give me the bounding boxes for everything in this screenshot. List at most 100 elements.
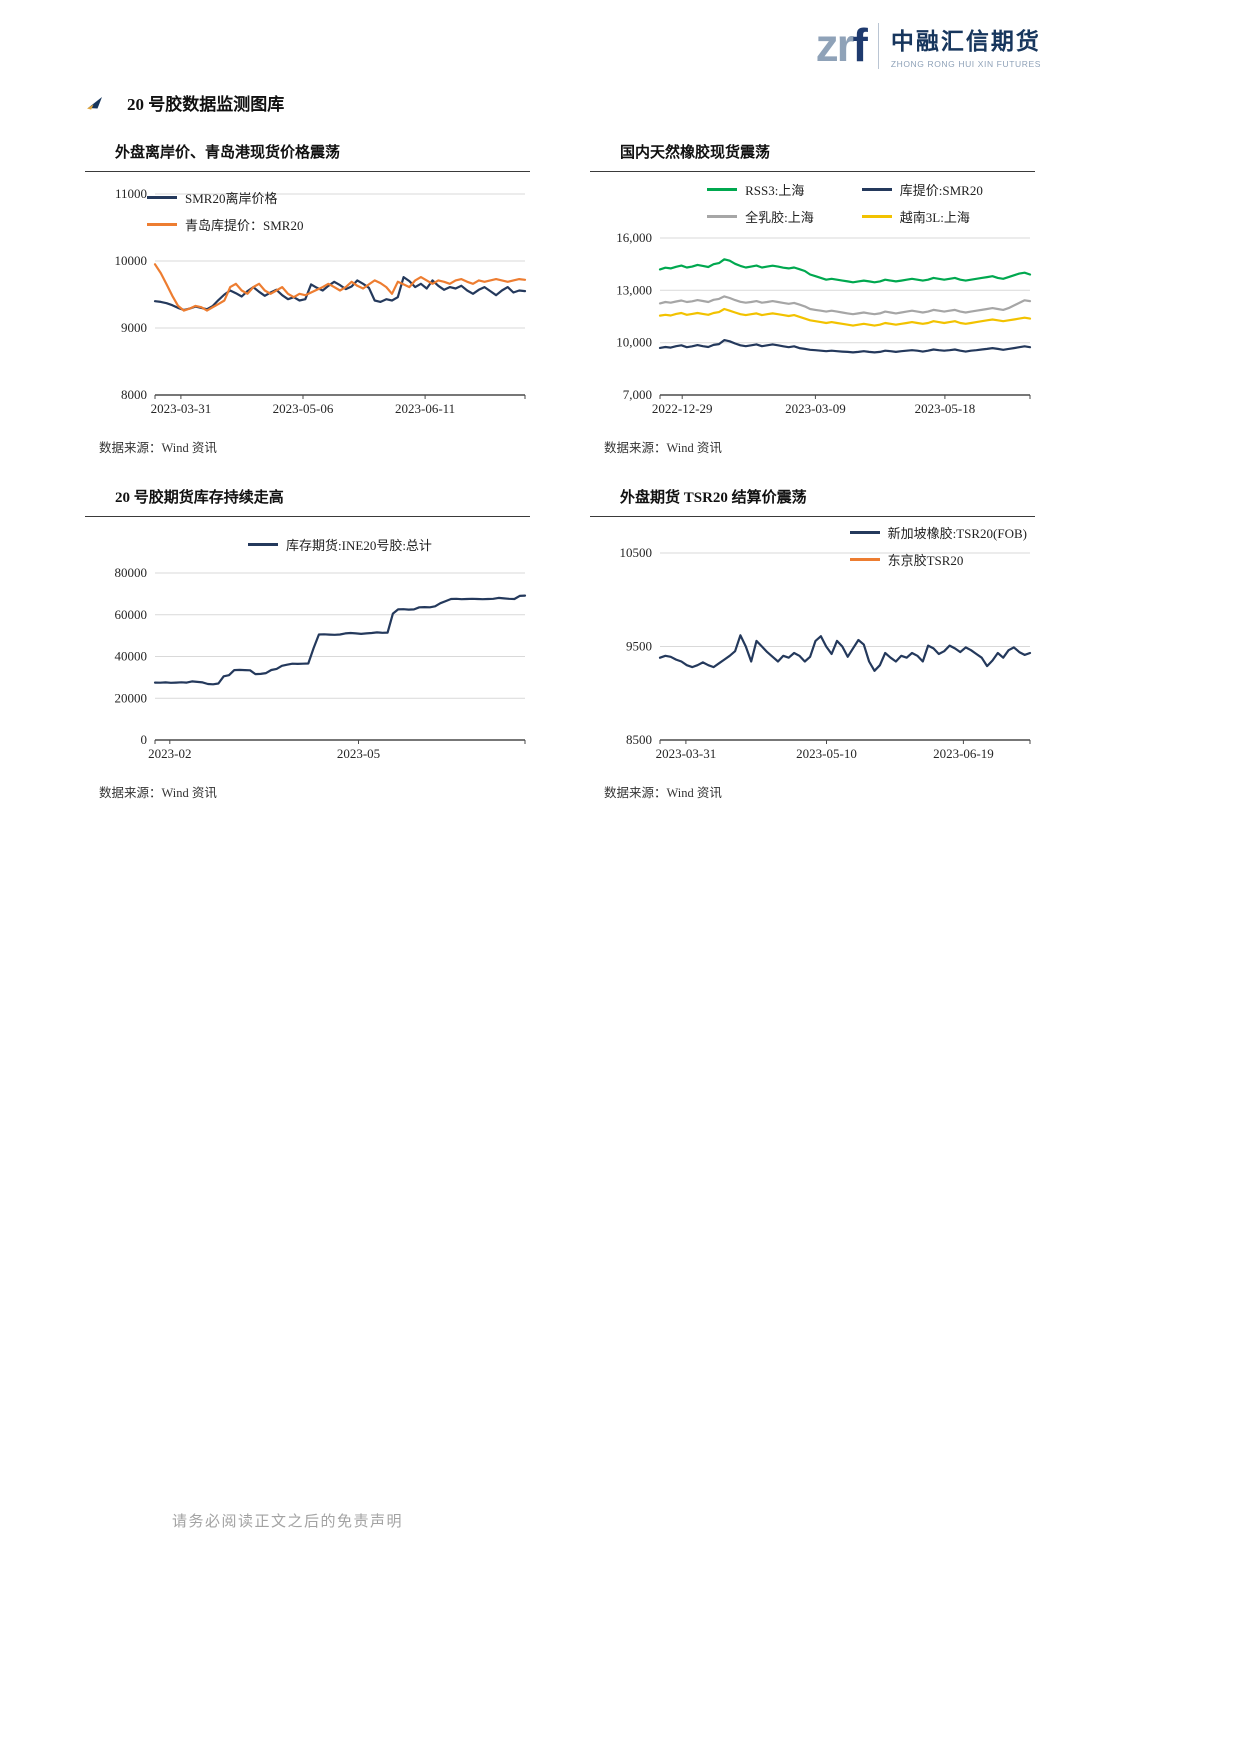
logo-mark-f: f	[852, 18, 867, 71]
legend-swatch	[861, 188, 892, 191]
legend-label: 库存期货:INE20号胶:总计	[286, 538, 432, 553]
chart-canvas: RSS3:上海 库提价:SMR20 全乳胶:上海 越南3L:上海 7,000 10,00…	[590, 178, 1035, 423]
series-line	[153, 263, 527, 312]
x-tick-label: 2023-03-31	[656, 746, 717, 761]
company-logo: zrf 中融汇信期货 ZHONG RONG HUI XIN FUTURES	[816, 22, 1041, 69]
y-tick-label: 10,000	[616, 335, 652, 350]
legend-swatch	[861, 215, 892, 218]
logo-mark-zr: zr	[815, 18, 855, 71]
data-source: 数据来源：Wind 资讯	[604, 786, 722, 800]
legend-swatch	[147, 196, 177, 199]
legend-item: 青岛库提价：SMR20	[147, 215, 303, 234]
series-line	[153, 275, 527, 311]
footer-disclaimer: 请务必阅读正文之后的免责声明	[172, 1514, 404, 1530]
legend-item: SMR20离岸价格	[147, 188, 303, 207]
y-tick-label: 0	[141, 732, 148, 747]
line-chart: 8500 9500 10500 2023-03-31 2023-05-10 2023-06…	[620, 545, 1032, 761]
legend-label: 越南3L:上海	[899, 210, 970, 225]
y-tick-label: 13,000	[616, 282, 652, 297]
y-tick-label: 40000	[115, 649, 148, 664]
x-tick-label: 2023-06-11	[395, 401, 455, 416]
x-tick-label: 2023-05-18	[915, 401, 976, 416]
legend-label: 全乳胶:上海	[745, 210, 814, 225]
series-line	[658, 307, 1032, 327]
x-tick-label: 2023-06-19	[933, 746, 994, 761]
series-line	[658, 295, 1032, 316]
line-chart: 8000 9000 10000 11000 2023-03-31 2023-05-06 20…	[115, 186, 527, 416]
chart-module-futures-inventory: 20 号胶期货库存持续走高 库存期货:INE20号胶:总计 0 20000 4000…	[85, 486, 530, 801]
series-line	[153, 594, 527, 686]
chart-title: 外盘离岸价、青岛港现货价格震荡	[85, 141, 530, 172]
legend-label: RSS3:上海	[745, 183, 805, 198]
x-tick-label: 2023-05-06	[273, 401, 334, 416]
y-tick-label: 7,000	[623, 387, 652, 402]
y-tick-label: 10000	[115, 253, 148, 268]
y-tick-label: 16,000	[616, 230, 652, 245]
chart-legend: 新加坡橡胶:TSR20(FOB) 东京胶TSR20	[849, 523, 1027, 569]
chart-title: 外盘期货 TSR20 结算价震荡	[590, 486, 1035, 517]
chart-module-tsr20-settlement: 外盘期货 TSR20 结算价震荡 新加坡橡胶:TSR20(FOB) 东京胶TSR2…	[590, 486, 1035, 801]
y-tick-label: 8000	[121, 387, 147, 402]
x-tick-label: 2023-05-10	[796, 746, 857, 761]
x-tick-label: 2023-05	[337, 746, 380, 761]
chart-canvas: 库存期货:INE20号胶:总计 0 20000 40000 60000 80000 202…	[85, 523, 530, 768]
legend-item: 越南3L:上海	[861, 207, 983, 226]
legend-label: 新加坡橡胶:TSR20(FOB)	[887, 526, 1027, 541]
y-tick-label: 9000	[121, 320, 147, 335]
series-line	[658, 258, 1032, 284]
y-tick-label: 9500	[626, 639, 652, 654]
logo-divider	[877, 22, 879, 69]
data-source: 数据来源：Wind 资讯	[99, 786, 217, 800]
chart-legend: 库存期货:INE20号胶:总计	[155, 535, 525, 554]
section-marker-icon	[87, 96, 102, 110]
legend-swatch	[707, 188, 738, 191]
legend-label: 青岛库提价：SMR20	[185, 218, 304, 233]
y-tick-label: 20000	[115, 690, 148, 705]
legend-item: RSS3:上海	[707, 180, 814, 199]
line-chart: 7,000 10,000 13,000 16,000 2022-12-29 2023-03…	[616, 230, 1032, 416]
line-chart: 0 20000 40000 60000 80000 2023-02 2023-05	[115, 565, 527, 761]
y-tick-label: 10500	[620, 545, 653, 560]
chart-module-domestic-spot: 国内天然橡胶现货震荡 RSS3:上海 库提价:SMR20 全乳胶:上海 越南3L:上海…	[590, 141, 1035, 456]
legend-swatch	[849, 531, 880, 534]
legend-item: 库存期货:INE20号胶:总计	[248, 535, 432, 554]
legend-swatch	[147, 223, 177, 226]
logo-mark: zrf	[816, 22, 868, 68]
section-title: 20 号胶数据监测图库	[127, 95, 285, 114]
chart-title: 国内天然橡胶现货震荡	[590, 141, 1035, 172]
legend-label: 库提价:SMR20	[899, 183, 983, 198]
legend-item: 库提价:SMR20	[861, 180, 983, 199]
chart-legend: RSS3:上海 库提价:SMR20 全乳胶:上海 越南3L:上海	[660, 180, 1030, 226]
section-header: 20 号胶数据监测图库	[85, 90, 1035, 115]
chart-title: 20 号胶期货库存持续走高	[85, 486, 530, 517]
data-source: 数据来源：Wind 资讯	[99, 441, 217, 455]
legend-item: 东京胶TSR20	[849, 550, 964, 569]
brand-name-en: ZHONG RONG HUI XIN FUTURES	[890, 59, 1041, 69]
chart-grid: 外盘离岸价、青岛港现货价格震荡 SMR20离岸价格青岛库提价：SMR20 800…	[85, 141, 1035, 801]
legend-label: SMR20离岸价格	[185, 191, 278, 206]
chart-canvas: SMR20离岸价格青岛库提价：SMR20 8000 9000 10000 11000 2…	[85, 178, 530, 423]
x-tick-label: 2023-03-09	[785, 401, 846, 416]
x-tick-label: 2023-02	[148, 746, 191, 761]
legend-item: 新加坡橡胶:TSR20(FOB)	[849, 523, 1027, 542]
legend-swatch	[707, 215, 738, 218]
report-content: 20 号胶数据监测图库 外盘离岸价、青岛港现货价格震荡 SMR20离岸价格青岛库…	[85, 90, 1035, 801]
legend-item: 全乳胶:上海	[707, 207, 814, 226]
chart-legend: SMR20离岸价格青岛库提价：SMR20	[147, 188, 303, 234]
brand-name-cn: 中融汇信期货	[890, 28, 1041, 54]
legend-swatch	[248, 543, 279, 546]
x-tick-label: 2022-12-29	[652, 401, 713, 416]
series-line	[658, 339, 1032, 354]
legend-swatch	[849, 558, 880, 561]
y-tick-label: 80000	[115, 565, 148, 580]
chart-module-offshore-qingdao: 外盘离岸价、青岛港现货价格震荡 SMR20离岸价格青岛库提价：SMR20 800…	[85, 141, 530, 456]
series-line	[658, 634, 1032, 672]
y-tick-label: 11000	[115, 186, 147, 201]
data-source: 数据来源：Wind 资讯	[604, 441, 722, 455]
chart-canvas: 新加坡橡胶:TSR20(FOB) 东京胶TSR20 8500 9500 10500 20…	[590, 523, 1035, 768]
y-tick-label: 8500	[626, 732, 652, 747]
logo-text: 中融汇信期货 ZHONG RONG HUI XIN FUTURES	[891, 22, 1041, 69]
legend-label: 东京胶TSR20	[887, 553, 964, 568]
x-tick-label: 2023-03-31	[151, 401, 212, 416]
